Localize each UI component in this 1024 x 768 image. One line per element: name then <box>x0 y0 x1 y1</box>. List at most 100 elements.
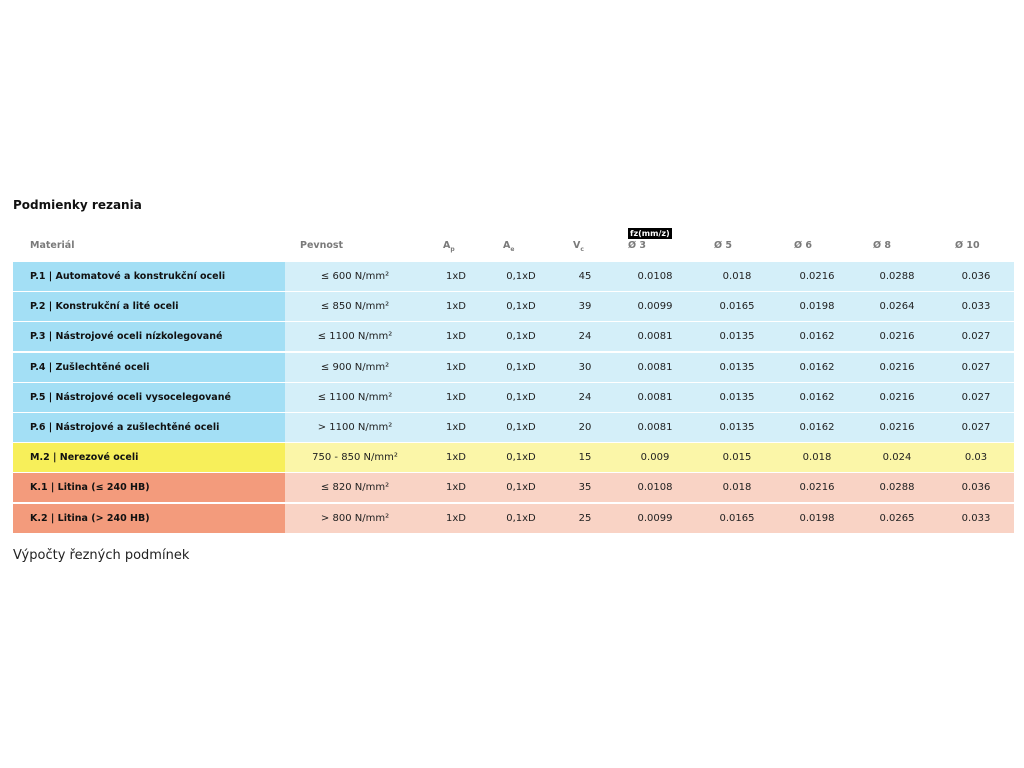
table-cell: 30 <box>578 361 592 373</box>
row-background <box>13 382 285 412</box>
table-cell: 0.015 <box>722 452 752 464</box>
table-cell: 0.0135 <box>719 391 755 403</box>
table-cell: 0.009 <box>640 452 670 464</box>
table-cell: 0.0165 <box>719 512 755 524</box>
table-cell: 0.0288 <box>879 271 915 282</box>
row-background <box>285 352 1014 382</box>
table-cell: 0.036 <box>961 482 991 494</box>
material-cell: P.3 | Nástrojové oceli nízkolegované <box>30 331 223 343</box>
row-background <box>285 503 1014 533</box>
table-cell: 0.0216 <box>799 482 835 494</box>
table-cell: 0.036 <box>961 271 991 282</box>
column-header: Vc <box>573 240 584 253</box>
table-cell: 0.0162 <box>799 361 835 373</box>
table-cell: 0.0135 <box>719 422 755 433</box>
material-cell: P.2 | Konstrukční a lité oceli <box>30 301 179 313</box>
table-cell: ≤ 1100 N/mm² <box>317 331 393 343</box>
table-cell: 0.0135 <box>719 361 755 373</box>
table-cell: ≤ 900 N/mm² <box>320 361 390 373</box>
column-header: Ø 6 <box>794 240 812 251</box>
table-cell: 0.0081 <box>637 331 673 343</box>
table-cell: 0,1xD <box>506 422 536 433</box>
table-cell: 0.0108 <box>637 271 673 282</box>
table-cell: 0.027 <box>961 422 991 433</box>
column-header: Ø 3 <box>628 240 646 251</box>
table-cell: 0.0099 <box>637 512 673 524</box>
table-cell: > 800 N/mm² <box>320 512 390 524</box>
material-cell: K.2 | Litina (> 240 HB) <box>30 512 150 524</box>
table-cell: 0,1xD <box>506 452 536 464</box>
table-cell: 0.0162 <box>799 331 835 343</box>
table-cell: 0.0135 <box>719 331 755 343</box>
column-header: Ap <box>443 240 455 253</box>
table-cell: 0.0198 <box>799 301 835 313</box>
table-cell: ≤ 1100 N/mm² <box>317 391 393 403</box>
table-cell: 0,1xD <box>506 391 536 403</box>
row-background <box>285 322 1014 352</box>
table-cell: 0,1xD <box>506 331 536 343</box>
table-cell: 0.027 <box>961 331 991 343</box>
table-cell: 0.033 <box>961 512 991 524</box>
table-cell: ≤ 850 N/mm² <box>320 301 390 313</box>
table-cell: 25 <box>578 512 592 524</box>
table-cell: 0.03 <box>964 452 988 464</box>
table-cell: 1xD <box>446 391 466 403</box>
table-cell: 0.024 <box>882 452 912 464</box>
header-text: Ø 8 <box>873 240 891 251</box>
table-cell: 24 <box>578 331 592 343</box>
table-cell: ≤ 600 N/mm² <box>320 271 390 282</box>
table-cell: 0.0265 <box>879 512 915 524</box>
header-subscript: e <box>510 245 515 253</box>
table-cell: 15 <box>578 452 592 464</box>
column-header: Materiál <box>30 240 74 251</box>
table-cell: 20 <box>578 422 592 433</box>
table-cell: 1xD <box>446 422 466 433</box>
material-cell: P.1 | Automatové a konstrukční oceli <box>30 271 226 282</box>
material-cell: P.4 | Zušlechtěné oceli <box>30 361 150 373</box>
table-cell: 0.0081 <box>637 361 673 373</box>
material-cell: M.2 | Nerezové oceli <box>30 452 139 464</box>
header-text: Ø 3 <box>628 240 646 251</box>
column-header: Pevnost <box>300 240 343 251</box>
row-background <box>285 292 1014 322</box>
header-subscript: p <box>450 245 455 253</box>
table-cell: 1xD <box>446 512 466 524</box>
row-background <box>285 473 1014 503</box>
table-cell: 35 <box>578 482 592 494</box>
table-cell: 1xD <box>446 482 466 494</box>
table-cell: 0.0165 <box>719 301 755 313</box>
table-cell: 0.0108 <box>637 482 673 494</box>
column-header: Ø 10 <box>955 240 980 251</box>
table-cell: 45 <box>578 271 592 282</box>
column-header: Ø 8 <box>873 240 891 251</box>
row-background <box>13 322 285 352</box>
table-cell: 0,1xD <box>506 482 536 494</box>
table-cell: 0,1xD <box>506 271 536 282</box>
table-cell: 0.0162 <box>799 422 835 433</box>
header-text: Ø 6 <box>794 240 812 251</box>
row-background <box>13 262 285 291</box>
table-cell: > 1100 N/mm² <box>317 422 393 433</box>
table-cell: 0.0216 <box>879 391 915 403</box>
table-cell: 0.0081 <box>637 422 673 433</box>
table-cell: ≤ 820 N/mm² <box>320 482 390 494</box>
caption: Výpočty řezných podmínek <box>13 548 190 563</box>
table-cell: 0.018 <box>722 482 752 494</box>
table-cell: 1xD <box>446 301 466 313</box>
table-cell: 0.018 <box>722 271 752 282</box>
row-background <box>13 473 285 503</box>
material-cell: K.1 | Litina (≤ 240 HB) <box>30 482 150 494</box>
table-cell: 1xD <box>446 361 466 373</box>
table-cell: 0.0099 <box>637 301 673 313</box>
row-background <box>13 292 285 322</box>
header-text: V <box>573 240 581 251</box>
table-cell: 0.0216 <box>879 422 915 433</box>
table-cell: 0.033 <box>961 301 991 313</box>
table-cell: 0.0264 <box>879 301 915 313</box>
table-cell: 0.0081 <box>637 391 673 403</box>
header-subscript: c <box>580 245 584 253</box>
header-text: A <box>503 240 511 251</box>
section-title: Podmienky rezania <box>13 198 142 212</box>
table-cell: 750 - 850 N/mm² <box>312 452 398 464</box>
